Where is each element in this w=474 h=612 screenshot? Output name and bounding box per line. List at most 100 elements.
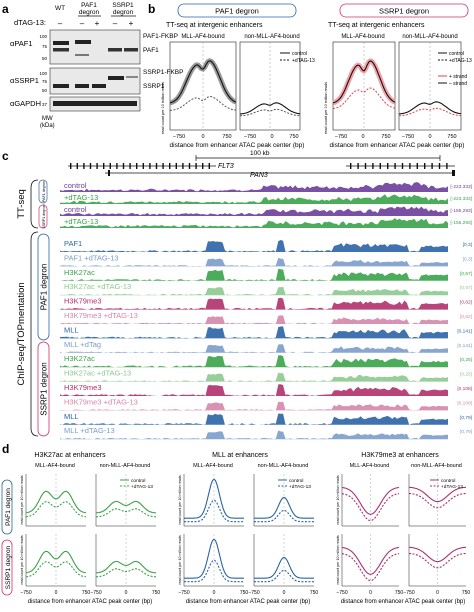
track-range: [-223,333] (450, 196, 472, 202)
d-xlabel: distance from enhancer ATAC peak center … (341, 599, 466, 605)
d-xtick: −750 (90, 590, 101, 596)
d-xtick: 750 (82, 590, 91, 596)
track-label: H3K79me3 (64, 297, 102, 306)
group-left-ssrp1: MLL-AF4-bound (341, 34, 384, 40)
track-signal (60, 182, 448, 192)
panel-label-a: a (2, 2, 9, 16)
track-range: [0,79] (460, 429, 472, 435)
track-range: [0,62] (460, 300, 472, 306)
d-xtick: −750 (20, 590, 31, 596)
exon (364, 163, 367, 169)
track-label: H3K27ac (64, 354, 95, 363)
d-ylabel: read count per 10 million reads (20, 535, 24, 585)
svg-text:PAF1 degron: PAF1 degron (40, 264, 49, 311)
track-row: H3K27ac [0,57] (60, 268, 472, 281)
track-row: PAF1 [0,3] (60, 239, 472, 252)
xtick: 750 (289, 134, 298, 140)
d-legend-label: +dTAG-13 (289, 484, 311, 490)
track-label: PAF1 (64, 239, 82, 248)
exon (142, 163, 144, 169)
d-ylabel: read count per 10 million reads (178, 475, 182, 525)
title-box-paf1 (177, 3, 297, 18)
antibody-ssrp1: αSSRP1 (10, 76, 39, 85)
mw-marker: 50 (42, 88, 48, 93)
d-group-left: MLL-AF4-bound (35, 463, 75, 469)
xlabel-paf1: distance from enhancer ATAC peak center … (170, 142, 305, 149)
d-xtick: 750 (310, 590, 319, 596)
d-xlabel: distance from enhancer ATAC peak center … (186, 599, 311, 605)
d-series-dtag (341, 553, 400, 582)
panel-b-ttseq-metaplots: PAF1 degron SSRP1 degron TT-seq at inter… (161, 3, 472, 149)
d-legend-label: control (131, 478, 145, 484)
d-xtick: 0 (436, 590, 439, 596)
track-label: control (64, 181, 87, 190)
bracket-chip: ChIP-seq/TOPmentation (16, 231, 39, 437)
track-range: [0,108] (457, 386, 472, 392)
xtick: −750 (335, 134, 347, 140)
exon (357, 163, 359, 169)
exon (108, 170, 110, 176)
track-range: [0,62] (460, 314, 472, 320)
svg-text:degron: degron (79, 9, 100, 16)
exon (188, 163, 191, 169)
d-legend-label: +dTAG-13 (131, 484, 153, 490)
svg-text:SSRP1: SSRP1 (112, 2, 134, 9)
d-legend-label: control (289, 478, 303, 484)
legend-ssrp1: + strand – strand (438, 74, 467, 87)
d-ylabel: read count per 10 million reads (336, 475, 340, 525)
d-series-dtag (408, 492, 467, 509)
xtick: 0 (201, 134, 204, 140)
series-control (239, 102, 301, 115)
exon (103, 163, 105, 169)
d-legend-label: control (441, 478, 455, 484)
track-signal (60, 344, 448, 353)
exon (452, 170, 455, 176)
legend-paf1-strands: control +dTAG-13 (438, 51, 472, 64)
svg-text:SSRP1 degron: SSRP1 degron (40, 362, 49, 415)
series-minus (332, 60, 396, 104)
d-xtick: 750 (395, 590, 404, 596)
exon (401, 163, 404, 169)
track-range: [0,57] (460, 271, 472, 277)
track-label: control (64, 205, 87, 214)
band-label-paf1: PAF1 (143, 47, 159, 54)
d-xtick: 750 (152, 590, 161, 596)
group-left-paf1: MLL-AF4-bound (181, 34, 224, 40)
svg-text:control: control (449, 51, 464, 57)
track-label: +dTAG-13 (64, 217, 98, 226)
d-ylabel: read count per 10 million reads (178, 535, 182, 585)
lane-header-paf1: PAF1 degron (79, 2, 100, 16)
svg-text:+dTAG-13: +dTAG-13 (449, 58, 472, 64)
bracket-ttseq: TT-seq (16, 179, 39, 229)
track-row: H3K27ac +dTAG-13 [0,57] (60, 282, 472, 296)
d-series-control (95, 500, 157, 514)
track-row: control [-223,333] (60, 181, 472, 192)
sign-ssrp1-ctrl: – (113, 19, 118, 28)
d-xtick: −750 (248, 590, 259, 596)
series-plus (332, 87, 396, 109)
track-label: PAF1 +dTAG-13 (64, 253, 119, 262)
svg-text:ChIP-seq/TOPmentation: ChIP-seq/TOPmentation (16, 282, 27, 385)
legend-paf1: control +dTAG-13 (280, 51, 315, 64)
track-range: [0,108] (457, 400, 472, 406)
track-row: H3K27ac +dTAG-13 [0,25] (60, 369, 472, 382)
browser-tracks: control [-223,333] +dTAG-13 [-223,333] contr… (60, 181, 472, 440)
svg-text:TT-seq: TT-seq (16, 189, 27, 219)
exon (122, 163, 125, 169)
exon (202, 163, 204, 169)
d-group-left: MLL-AF4-bound (193, 463, 233, 469)
panel-b-curves (169, 58, 462, 117)
track-row: H3K79me3 +dTAG-13 [0,62] (60, 311, 472, 324)
d-ylabel: read count per 10 million reads (336, 535, 340, 585)
track-row: MLL [0,141] (60, 325, 472, 339)
track-signal (60, 297, 448, 310)
panel-label-b: b (148, 2, 155, 16)
exon (387, 163, 389, 169)
scale-bar-label: 100 kb (250, 150, 270, 157)
exon (438, 163, 441, 169)
xtick: 0 (270, 134, 273, 140)
track-row: control [-155,293] (60, 205, 472, 216)
band-label-paf1-fkbp: PAF1-FKBP (143, 33, 178, 40)
exon (372, 163, 374, 169)
